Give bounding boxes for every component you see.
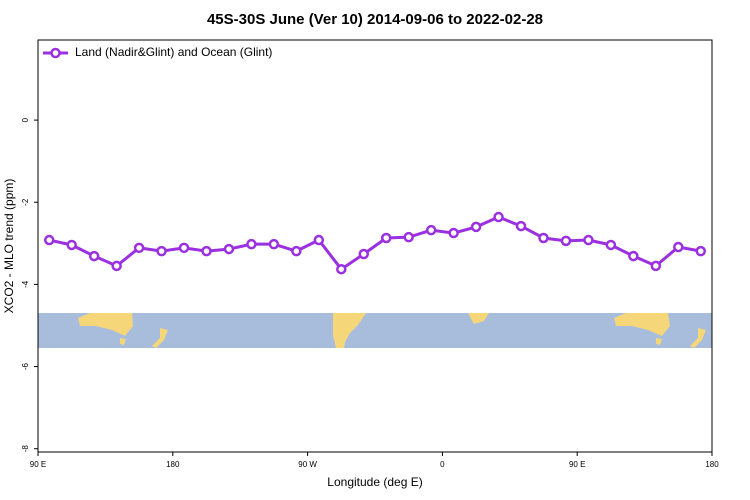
point xyxy=(178,242,190,254)
point xyxy=(268,238,280,250)
y-tick-label: -6 xyxy=(21,362,30,370)
point xyxy=(493,211,504,223)
point xyxy=(380,232,392,244)
point xyxy=(291,245,302,257)
point xyxy=(156,245,167,257)
y-tick-label: -8 xyxy=(21,445,30,453)
x-axis-label: Longitude (deg E) xyxy=(327,475,422,489)
x-tick-label: 180 xyxy=(705,460,719,469)
point xyxy=(246,238,257,250)
y-tick-label: -4 xyxy=(21,280,30,288)
point xyxy=(515,220,527,232)
point xyxy=(358,248,370,260)
point xyxy=(223,243,235,255)
chart-title: 45S-30S June (Ver 10) 2014-09-06 to 2022… xyxy=(207,11,543,28)
point xyxy=(403,231,414,243)
series-line xyxy=(48,215,702,272)
plot-frame xyxy=(37,39,713,453)
point xyxy=(650,260,662,272)
y-axis-label: XCO2 - MLO trend (ppm) xyxy=(2,179,16,314)
point xyxy=(470,221,482,233)
y-tick-label: 0 xyxy=(21,117,30,122)
point xyxy=(448,227,459,239)
point xyxy=(605,239,617,251)
x-tick-label: 90 E xyxy=(569,460,585,469)
legend-label: Land (Nadir&Glint) and Ocean (Glint) xyxy=(75,45,272,59)
point xyxy=(425,224,437,236)
point xyxy=(560,235,572,247)
point xyxy=(538,232,549,244)
x-tick-label: 0 xyxy=(440,460,445,469)
point xyxy=(673,241,684,253)
point xyxy=(88,250,100,262)
x-tick-label: 180 xyxy=(166,460,180,469)
point xyxy=(313,234,325,246)
point xyxy=(43,234,55,246)
point xyxy=(628,250,639,262)
point xyxy=(133,242,145,254)
y-tick-label: -2 xyxy=(21,198,30,206)
map-strip xyxy=(38,313,712,348)
x-tick-label: 90 E xyxy=(30,460,46,469)
point xyxy=(695,245,707,257)
x-tick-label: 90 W xyxy=(298,460,317,469)
point xyxy=(66,239,77,251)
legend-marker xyxy=(50,47,61,59)
point xyxy=(201,245,212,257)
point xyxy=(336,263,347,275)
point xyxy=(111,260,122,272)
point xyxy=(583,234,594,246)
